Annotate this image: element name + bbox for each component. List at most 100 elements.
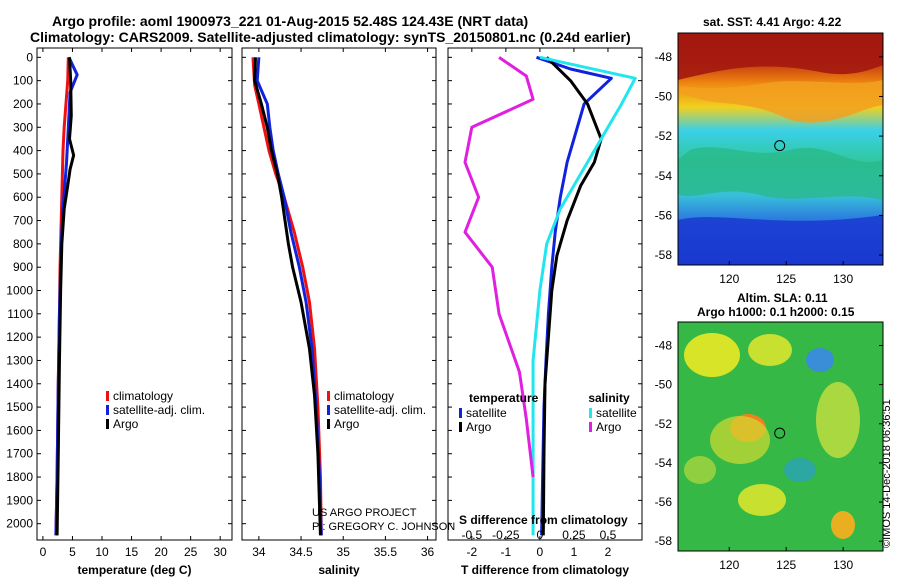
- sla-high-6: [684, 456, 716, 484]
- y-tick-label: 1800: [6, 470, 33, 484]
- temperature-profile-panel: 0100200300400500600700800900100011001200…: [6, 47, 233, 577]
- map-x-tick-label: 125: [776, 272, 796, 286]
- y-tick-label: 1400: [6, 377, 33, 391]
- legend-label: Argo: [596, 420, 622, 434]
- legend-title-temperature: temperature: [469, 391, 539, 405]
- x-tick-label: 0: [40, 545, 47, 559]
- series-line-argo: [55, 57, 76, 536]
- legend-title-salinity: salinity: [588, 391, 630, 405]
- legend-label: Argo: [466, 420, 492, 434]
- sla-high-2: [748, 334, 792, 366]
- series-line-satellite: [536, 55, 613, 536]
- x-tick-label: 30: [214, 545, 228, 559]
- y-tick-label: 600: [13, 190, 33, 204]
- timestamp-stamp: ©IMOS 14-Dec-2018 06:36:51: [881, 399, 893, 548]
- sst-map-frame: [677, 32, 884, 266]
- map-x-tick-label: 120: [719, 558, 739, 572]
- sla-low-1: [806, 348, 834, 372]
- sla-map-axes: 120 125 130 -48 -50 -52 -54 -56 -58: [655, 338, 883, 572]
- sla-map-subtitle: Argo h1000: 0.1 h2000: 0.15: [697, 305, 855, 319]
- legend-swatch: [327, 419, 330, 429]
- map-y-tick-label: -48: [655, 338, 673, 352]
- y-tick-label: 2000: [6, 517, 33, 531]
- series-line-argo: [253, 57, 322, 536]
- salinity-diff-tick-label: 0.25: [562, 528, 586, 542]
- sla-high-7: [738, 484, 786, 516]
- salinity-diff-tick-label: 0.5: [600, 528, 617, 542]
- legend-swatch: [589, 422, 592, 432]
- y-tick-label: 800: [13, 237, 33, 251]
- sst-map: [678, 33, 883, 265]
- map-x-tick-label: 120: [719, 272, 739, 286]
- y-tick-label: 200: [13, 97, 33, 111]
- sst-map-title: sat. SST: 4.41 Argo: 4.22: [703, 15, 842, 29]
- x-tick-label: 15: [125, 545, 139, 559]
- plot-frame: [241, 47, 437, 541]
- legend-swatch: [106, 419, 109, 429]
- series-line-argo: [541, 56, 603, 536]
- sst-map-axes: 120 125 130 -48 -50 -52 -54 -56 -58: [655, 50, 883, 286]
- figure-title-line1: Argo profile: aoml 1900973_221 01-Aug-20…: [52, 13, 528, 29]
- legend-swatch: [106, 391, 109, 401]
- x-tick-label: 34.5: [289, 545, 313, 559]
- series-line-satellite: [531, 55, 637, 536]
- map-x-tick-label: 130: [833, 558, 853, 572]
- x-tick-label: 5: [69, 545, 76, 559]
- map-y-tick-label: -54: [655, 169, 673, 183]
- y-tick-label: 1300: [6, 353, 33, 367]
- sla-map-frame: [677, 321, 884, 552]
- y-tick-label: 1100: [7, 307, 33, 321]
- legend-swatch: [459, 408, 462, 418]
- legend-label: satellite-adj. clim.: [334, 403, 426, 417]
- figure-title-line2: Climatology: CARS2009. Satellite-adjuste…: [30, 29, 631, 45]
- legend-label: climatology: [113, 389, 173, 403]
- y-tick-label: 400: [13, 144, 33, 158]
- x-tick-label: 10: [95, 545, 109, 559]
- y-tick-label: 500: [13, 167, 33, 181]
- legend-label: Argo: [113, 417, 139, 431]
- y-tick-label: 1500: [6, 400, 33, 414]
- sla-map: [678, 322, 883, 551]
- sla-high-5: [816, 382, 860, 458]
- y-tick-label: 1200: [6, 330, 33, 344]
- y-tick-label: 1600: [6, 423, 33, 437]
- x-tick-label: 0: [537, 545, 544, 559]
- y-tick-label: 700: [13, 214, 33, 228]
- salinity-diff-axis-label: S difference from climatology: [459, 513, 628, 527]
- y-tick-label: 300: [13, 120, 33, 134]
- x-tick-label: 20: [154, 545, 168, 559]
- series-line-climatology: [251, 57, 323, 536]
- map-y-tick-label: -48: [655, 50, 673, 64]
- sst-front-region: [678, 80, 883, 123]
- x-tick-label: 35.5: [374, 545, 398, 559]
- difference-profile-panel: -2 -1 0 1 2 T difference from climatology temp…: [447, 47, 643, 577]
- legend-swatch: [589, 408, 592, 418]
- y-tick-label: 100: [13, 74, 33, 88]
- legend-label: satellite-adj. clim.: [113, 403, 205, 417]
- map-x-tick-label: 125: [776, 558, 796, 572]
- x-axis-label: temperature (deg C): [77, 563, 191, 577]
- legend-label: climatology: [334, 389, 394, 403]
- map-y-tick-label: -52: [655, 417, 673, 431]
- x-axis-label: salinity: [318, 563, 360, 577]
- legend-swatch: [459, 422, 462, 432]
- map-y-tick-label: -56: [655, 495, 673, 509]
- x-tick-label: -1: [501, 545, 512, 559]
- legend-swatch: [327, 405, 330, 415]
- x-tick-label: 25: [184, 545, 198, 559]
- y-tick-label: 1900: [6, 493, 33, 507]
- sla-high-4: [710, 416, 770, 464]
- sst-warm-region: [678, 33, 883, 80]
- map-y-tick-label: -50: [655, 89, 673, 103]
- y-tick-label: 900: [13, 260, 33, 274]
- x-tick-label: 1: [571, 545, 578, 559]
- sst-cold-region: [678, 215, 883, 265]
- salinity-diff-tick-label: -0.25: [492, 528, 520, 542]
- legend-label: satellite: [596, 406, 637, 420]
- series-line-argo: [463, 56, 535, 478]
- x-tick-label: 35: [337, 545, 351, 559]
- sla-high-8: [831, 511, 855, 539]
- map-y-tick-label: -50: [655, 378, 673, 392]
- legend-swatch: [106, 405, 109, 415]
